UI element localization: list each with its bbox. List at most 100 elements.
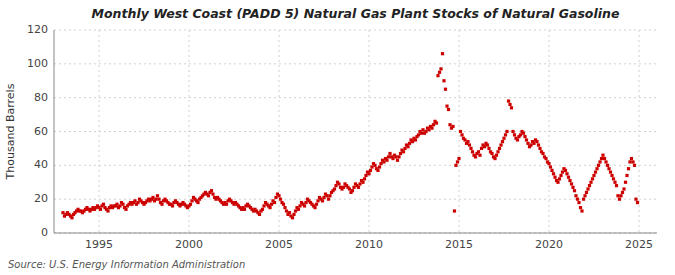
point bbox=[417, 133, 420, 136]
point bbox=[327, 198, 330, 201]
point bbox=[297, 208, 300, 211]
point bbox=[106, 209, 109, 212]
point bbox=[292, 213, 295, 216]
point bbox=[285, 209, 288, 212]
point bbox=[369, 169, 372, 172]
point bbox=[597, 164, 600, 167]
point bbox=[511, 130, 514, 133]
point bbox=[160, 203, 163, 206]
point bbox=[444, 88, 447, 91]
point bbox=[510, 106, 513, 109]
point bbox=[529, 143, 532, 146]
point bbox=[430, 127, 433, 130]
point bbox=[453, 209, 456, 212]
y-tick-label: 120 bbox=[27, 23, 48, 36]
point bbox=[396, 159, 399, 162]
point bbox=[313, 206, 316, 209]
point bbox=[633, 164, 636, 167]
points bbox=[61, 52, 639, 219]
point bbox=[157, 198, 160, 201]
point bbox=[585, 191, 588, 194]
x-tick-label: 2025 bbox=[625, 238, 653, 251]
point bbox=[552, 172, 555, 175]
x-grid-line bbox=[189, 30, 190, 233]
point bbox=[70, 216, 73, 219]
point bbox=[594, 171, 597, 174]
point bbox=[379, 162, 382, 165]
point bbox=[337, 182, 340, 185]
point bbox=[522, 132, 525, 135]
y-axis-line bbox=[54, 30, 55, 233]
point bbox=[526, 142, 529, 145]
y-grid-line bbox=[54, 199, 657, 200]
point bbox=[262, 204, 265, 207]
point bbox=[102, 203, 105, 206]
point bbox=[333, 187, 336, 190]
point bbox=[471, 150, 474, 153]
x-tick-label: 2000 bbox=[175, 238, 203, 251]
point bbox=[411, 140, 414, 143]
point bbox=[388, 152, 391, 155]
point bbox=[358, 182, 361, 185]
point bbox=[609, 171, 612, 174]
point bbox=[634, 198, 637, 201]
point bbox=[447, 108, 450, 111]
point bbox=[553, 176, 556, 179]
point bbox=[493, 157, 496, 160]
point bbox=[451, 125, 454, 128]
point bbox=[304, 201, 307, 204]
point bbox=[591, 177, 594, 180]
point bbox=[592, 174, 595, 177]
point bbox=[583, 194, 586, 197]
point bbox=[606, 164, 609, 167]
point bbox=[274, 196, 277, 199]
y-grid-line bbox=[54, 30, 657, 31]
point bbox=[133, 199, 136, 202]
point bbox=[420, 132, 423, 135]
background bbox=[0, 0, 675, 275]
point bbox=[154, 198, 157, 201]
y-tick-label: 40 bbox=[34, 158, 48, 171]
point bbox=[615, 184, 618, 187]
point bbox=[348, 187, 351, 190]
point bbox=[622, 187, 625, 190]
point bbox=[580, 209, 583, 212]
point bbox=[577, 201, 580, 204]
point bbox=[513, 133, 516, 136]
point bbox=[607, 167, 610, 170]
point bbox=[483, 145, 486, 148]
axes: 0204060801001201995200020052010201520202… bbox=[27, 23, 657, 251]
point bbox=[376, 169, 379, 172]
point bbox=[210, 189, 213, 192]
y-axis-label: Thousand Barrels bbox=[4, 83, 17, 180]
point bbox=[576, 198, 579, 201]
point bbox=[496, 150, 499, 153]
point bbox=[99, 208, 102, 211]
point bbox=[480, 147, 483, 150]
point bbox=[378, 165, 381, 168]
x-grid-line bbox=[369, 30, 370, 233]
point bbox=[207, 194, 210, 197]
point bbox=[573, 189, 576, 192]
point bbox=[538, 147, 541, 150]
point bbox=[373, 164, 376, 167]
point bbox=[115, 203, 118, 206]
point bbox=[571, 186, 574, 189]
point bbox=[499, 143, 502, 146]
point bbox=[399, 152, 402, 155]
point bbox=[501, 140, 504, 143]
y-tick-label: 60 bbox=[34, 125, 48, 138]
point bbox=[294, 209, 297, 212]
point bbox=[189, 203, 192, 206]
point bbox=[118, 204, 121, 207]
point bbox=[421, 128, 424, 131]
point bbox=[268, 206, 271, 209]
point bbox=[171, 204, 174, 207]
point bbox=[627, 167, 630, 170]
point bbox=[454, 164, 457, 167]
point bbox=[225, 203, 228, 206]
x-grid-line bbox=[549, 30, 550, 233]
point bbox=[463, 138, 466, 141]
point bbox=[556, 181, 559, 184]
point bbox=[610, 174, 613, 177]
